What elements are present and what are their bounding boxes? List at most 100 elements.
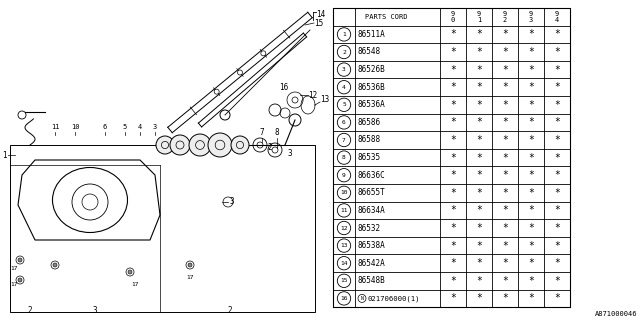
- Text: *: *: [502, 117, 508, 127]
- Text: *: *: [450, 135, 456, 145]
- Text: 16: 16: [280, 84, 289, 92]
- Text: 4: 4: [138, 124, 142, 130]
- Text: *: *: [554, 153, 560, 163]
- Text: 3: 3: [288, 149, 292, 158]
- Text: *: *: [554, 170, 560, 180]
- Text: 3: 3: [529, 17, 533, 23]
- Bar: [333, 8, 570, 307]
- Text: *: *: [502, 223, 508, 233]
- Text: *: *: [528, 82, 534, 92]
- Text: 2: 2: [268, 143, 272, 152]
- Text: 4: 4: [342, 85, 346, 90]
- Text: *: *: [554, 47, 560, 57]
- Text: *: *: [476, 29, 482, 39]
- Text: 15: 15: [314, 19, 323, 28]
- Text: 9: 9: [477, 11, 481, 17]
- Text: *: *: [502, 65, 508, 75]
- Circle shape: [188, 263, 192, 267]
- Text: 10: 10: [340, 190, 348, 195]
- Text: *: *: [554, 188, 560, 198]
- Text: *: *: [528, 170, 534, 180]
- Text: *: *: [528, 276, 534, 286]
- Text: *: *: [450, 170, 456, 180]
- Text: A871000046: A871000046: [595, 311, 637, 317]
- Text: *: *: [554, 100, 560, 110]
- Text: 86542A: 86542A: [358, 259, 386, 268]
- Text: 12: 12: [308, 91, 317, 100]
- Text: *: *: [554, 276, 560, 286]
- Text: 86538A: 86538A: [358, 241, 386, 250]
- Text: *: *: [450, 117, 456, 127]
- Circle shape: [214, 89, 219, 94]
- Text: *: *: [450, 82, 456, 92]
- Circle shape: [128, 270, 132, 274]
- Text: *: *: [528, 153, 534, 163]
- Text: 16: 16: [340, 296, 348, 301]
- Text: 8: 8: [342, 155, 346, 160]
- Text: 2: 2: [342, 50, 346, 54]
- Text: *: *: [476, 65, 482, 75]
- Text: 3: 3: [153, 124, 157, 130]
- Text: *: *: [554, 258, 560, 268]
- Bar: [10, 145, 315, 312]
- Text: 9: 9: [555, 11, 559, 17]
- Text: *: *: [502, 188, 508, 198]
- Text: *: *: [476, 205, 482, 215]
- Text: 86586: 86586: [358, 118, 381, 127]
- Text: 15: 15: [340, 278, 348, 283]
- Text: *: *: [476, 47, 482, 57]
- Text: 11: 11: [51, 124, 60, 130]
- Text: *: *: [554, 29, 560, 39]
- Circle shape: [231, 136, 249, 154]
- Text: *: *: [528, 241, 534, 251]
- Text: 7: 7: [342, 138, 346, 142]
- Text: *: *: [502, 153, 508, 163]
- Text: *: *: [502, 276, 508, 286]
- Text: 6: 6: [342, 120, 346, 125]
- Text: 5: 5: [342, 102, 346, 107]
- Text: *: *: [554, 117, 560, 127]
- Text: 86526B: 86526B: [358, 65, 386, 74]
- Text: *: *: [528, 65, 534, 75]
- Text: 86511A: 86511A: [358, 30, 386, 39]
- Text: *: *: [528, 29, 534, 39]
- Text: 86536A: 86536A: [358, 100, 386, 109]
- Text: *: *: [450, 241, 456, 251]
- Text: 2: 2: [228, 306, 232, 315]
- Text: 14: 14: [316, 10, 325, 19]
- Circle shape: [156, 136, 174, 154]
- Text: *: *: [528, 258, 534, 268]
- Text: *: *: [528, 205, 534, 215]
- Text: 2: 2: [503, 17, 507, 23]
- Text: *: *: [476, 258, 482, 268]
- Text: *: *: [450, 153, 456, 163]
- Text: *: *: [450, 29, 456, 39]
- Circle shape: [18, 278, 22, 282]
- Text: 13: 13: [340, 243, 348, 248]
- Text: *: *: [450, 188, 456, 198]
- Text: *: *: [476, 170, 482, 180]
- Text: *: *: [554, 82, 560, 92]
- Text: 7: 7: [260, 128, 264, 137]
- Text: *: *: [554, 223, 560, 233]
- Circle shape: [237, 70, 243, 75]
- Text: *: *: [502, 258, 508, 268]
- Text: 86548: 86548: [358, 47, 381, 57]
- Text: 9: 9: [529, 11, 533, 17]
- Text: 14: 14: [340, 261, 348, 266]
- Text: *: *: [528, 47, 534, 57]
- Text: *: *: [554, 135, 560, 145]
- Text: 12: 12: [340, 226, 348, 230]
- Text: *: *: [502, 293, 508, 303]
- Text: 3: 3: [342, 67, 346, 72]
- Text: 1: 1: [477, 17, 481, 23]
- Text: *: *: [476, 276, 482, 286]
- Text: *: *: [528, 100, 534, 110]
- Text: 2: 2: [28, 306, 32, 315]
- Text: *: *: [502, 100, 508, 110]
- Text: *: *: [554, 241, 560, 251]
- Text: 0: 0: [451, 17, 455, 23]
- Text: *: *: [476, 241, 482, 251]
- Text: *: *: [476, 117, 482, 127]
- Text: 1: 1: [3, 150, 7, 159]
